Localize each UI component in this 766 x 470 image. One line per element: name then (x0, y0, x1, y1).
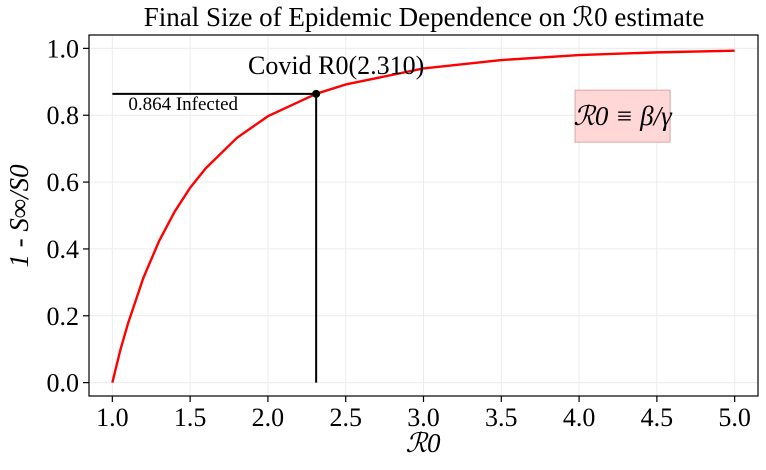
y-tick-label: 0.0 (47, 369, 80, 398)
infected-label: 0.864 Infected (128, 94, 238, 115)
chart-title: Final Size of Epidemic Dependence on ℛ0 … (144, 2, 705, 32)
y-tick-label: 1.0 (47, 34, 80, 63)
x-tick-label: 2.0 (252, 403, 285, 432)
y-axis-label: 1 - S∞/S0 (4, 164, 34, 268)
y-tick-label: 0.8 (47, 101, 80, 130)
x-tick-label: 3.5 (485, 403, 518, 432)
grid (89, 35, 758, 396)
x-tick-label: 3.0 (407, 403, 440, 432)
y-tick-label: 0.4 (47, 235, 80, 264)
formula-text: ℛ0 ≡ β/γ (573, 101, 673, 131)
x-tick-label: 1.5 (174, 403, 207, 432)
series-group (111, 49, 735, 383)
final-size-curve (111, 49, 735, 383)
x-ticks: 1.0 1.5 2.0 2.5 3.0 3.5 4.0 4.5 5.0 (96, 396, 751, 432)
annotations: Covid R0(2.310) 0.864 Infected ℛ0 ≡ β/γ (112, 51, 673, 383)
x-tick-label: 4.5 (641, 403, 674, 432)
y-tick-label: 0.6 (47, 168, 80, 197)
x-tick-label: 5.0 (718, 403, 751, 432)
x-tick-label: 2.5 (329, 403, 362, 432)
formula-box (574, 89, 671, 143)
y-ticks: 0.0 0.2 0.4 0.6 0.8 1.0 (47, 34, 89, 398)
covid-point (312, 89, 321, 98)
x-axis-label: ℛ0 (405, 428, 441, 458)
y-tick-label: 0.2 (47, 302, 80, 331)
covid-r0-label: Covid R0(2.310) (248, 51, 424, 80)
x-tick-label: 1.0 (96, 403, 129, 432)
x-tick-label: 4.0 (563, 403, 596, 432)
